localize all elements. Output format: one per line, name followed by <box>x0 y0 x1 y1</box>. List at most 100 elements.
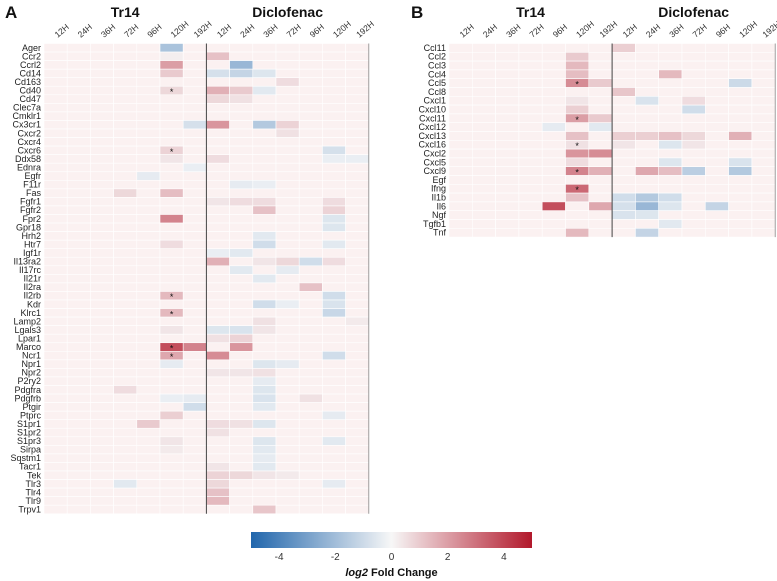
colorbar-label-rest: Fold Change <box>368 567 438 579</box>
heatmap-cell <box>704 175 729 185</box>
heatmap-cell <box>43 214 68 224</box>
heatmap-cell <box>635 43 660 53</box>
heatmap-cell <box>90 128 114 138</box>
heatmap-cell <box>159 436 184 446</box>
heatmap-cell <box>298 248 323 258</box>
heatmap-cell <box>182 51 207 61</box>
heatmap-cell <box>252 393 277 403</box>
heatmap-cell <box>275 299 300 309</box>
row-label-ngf: Ngf <box>432 210 447 220</box>
heatmap-cell <box>471 87 496 97</box>
heatmap-cell <box>322 299 346 309</box>
heatmap-cell <box>322 325 346 335</box>
heatmap-cell <box>182 43 207 53</box>
heatmap-cell <box>681 192 706 203</box>
heatmap-cell <box>252 231 277 241</box>
heatmap-cell <box>728 43 753 53</box>
row-label-ncr1: Ncr1 <box>22 351 41 361</box>
row-label-tnf: Tnf <box>433 228 447 238</box>
row-label-il1b: Il1b <box>431 193 446 203</box>
heatmap-cell <box>495 157 520 167</box>
heatmap-cell <box>322 385 346 395</box>
heatmap-cell <box>182 171 207 181</box>
heatmap-cell <box>113 188 138 198</box>
heatmap-cell <box>229 43 254 53</box>
heatmap-cell <box>229 350 254 361</box>
heatmap-cell <box>345 376 370 386</box>
heatmap-cell <box>136 316 161 326</box>
heatmap-cell <box>518 113 543 124</box>
heatmap-cell <box>635 87 660 97</box>
heatmap-cell <box>66 470 91 480</box>
heatmap-cell <box>182 299 207 309</box>
row-label-ager: Ager <box>22 43 41 53</box>
row-label-il13ra2: Il13ra2 <box>13 257 41 267</box>
heatmap-cell <box>345 393 370 403</box>
heatmap-cell <box>252 325 277 335</box>
heatmap-cell <box>90 154 114 164</box>
row-label-clec7a: Clec7a <box>13 103 41 113</box>
heatmap-cell <box>182 103 207 113</box>
heatmap-cell <box>229 462 254 472</box>
heatmap-cell <box>206 419 230 429</box>
heatmap-cell <box>541 166 566 176</box>
heatmap-cell <box>541 140 566 150</box>
heatmap-cell <box>136 325 161 335</box>
heatmap-cell <box>471 113 496 124</box>
heatmap-cell <box>448 87 473 97</box>
heatmap-cell <box>182 265 207 275</box>
heatmap-cell <box>345 402 370 412</box>
heatmap-cell <box>681 60 706 71</box>
heatmap-cell <box>322 222 346 232</box>
heatmap-cell <box>43 496 68 506</box>
heatmap-cell <box>159 248 184 258</box>
heatmap-cell <box>275 419 300 429</box>
heatmap-cell <box>635 148 660 159</box>
heatmap-cell <box>275 470 300 480</box>
heatmap-cell <box>182 197 207 207</box>
heatmap-cell <box>471 122 496 132</box>
heatmap-cell <box>704 192 729 203</box>
heatmap-cell <box>448 210 473 220</box>
heatmap-cell <box>322 94 346 104</box>
heatmap-cell <box>90 316 114 326</box>
heatmap-cell <box>90 60 114 70</box>
heatmap-cell <box>159 171 184 181</box>
heatmap-cell <box>751 184 776 194</box>
heatmap-cell <box>136 188 161 198</box>
heatmap-cell <box>541 87 566 97</box>
colorbar-gradient <box>251 532 532 548</box>
heatmap-cell <box>66 77 91 87</box>
heatmap-cell <box>66 171 91 181</box>
heatmap-cell <box>90 197 114 207</box>
heatmap-cell <box>322 68 346 79</box>
heatmap-cell <box>66 137 91 147</box>
heatmap-cell <box>206 299 230 309</box>
heatmap-cell <box>206 231 230 241</box>
heatmap-cell <box>90 333 114 344</box>
heatmap-cell <box>275 462 300 472</box>
row-label-egf: Egf <box>432 175 446 185</box>
heatmap-cell <box>113 368 138 378</box>
heatmap-cell <box>136 171 161 181</box>
heatmap-cell <box>66 128 91 138</box>
heatmap-cell <box>159 410 184 420</box>
heatmap-cell <box>66 368 91 378</box>
heatmap-cell <box>541 113 566 124</box>
heatmap-cell <box>298 222 323 232</box>
column-tick-label: 12H <box>458 22 476 40</box>
heatmap-cell <box>322 205 346 215</box>
heatmap-cell <box>658 219 683 229</box>
heatmap-cell <box>90 205 114 215</box>
heatmap-cell <box>43 453 68 463</box>
heatmap-cell <box>252 308 277 318</box>
heatmap-cell <box>136 479 161 489</box>
heatmap-cell <box>588 104 613 115</box>
heatmap-cell <box>90 145 114 155</box>
heatmap-cell <box>704 51 729 62</box>
heatmap-cell <box>159 445 184 455</box>
row-label-npr1: Npr1 <box>21 359 41 369</box>
row-label-htr7: Htr7 <box>24 239 41 249</box>
heatmap-cell <box>471 148 496 159</box>
heatmap-cell <box>611 104 636 115</box>
